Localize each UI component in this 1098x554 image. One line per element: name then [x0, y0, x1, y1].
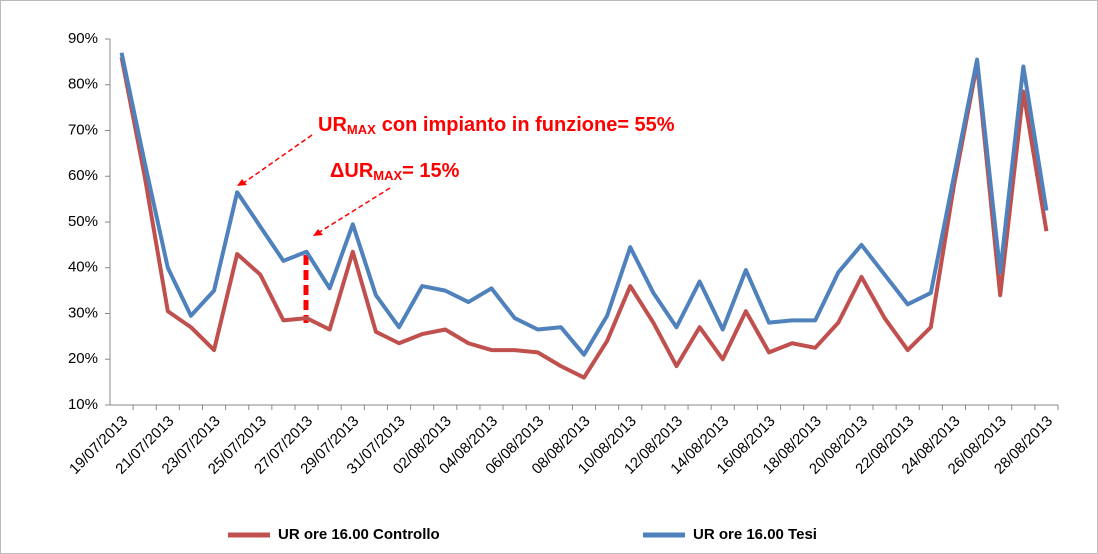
annotation-text: = 15%	[402, 160, 459, 182]
y-tick-label: 30%	[68, 304, 98, 321]
annotation-text: con impianto in funzione= 55%	[382, 114, 675, 136]
y-tick-label: 70%	[68, 121, 98, 138]
legend-label: UR ore 16.00 Controllo	[278, 526, 440, 543]
y-tick-label: 60%	[68, 167, 98, 184]
annotation: ΔURMAX= 15%	[330, 160, 460, 183]
annotation-text: UR	[318, 114, 347, 136]
y-tick-label: 40%	[68, 259, 98, 276]
y-tick-label: 90%	[68, 30, 98, 47]
arrows	[241, 134, 391, 234]
annotation-sub: MAX	[347, 122, 376, 137]
y-tick-label: 50%	[68, 213, 98, 230]
y-tick-label: 20%	[68, 350, 98, 367]
series-line	[119, 52, 1049, 357]
annotation-sub: MAX	[373, 168, 402, 183]
annotation-text: ΔUR	[330, 160, 374, 182]
arrow-heads	[237, 179, 323, 236]
y-tick-label: 10%	[68, 396, 98, 413]
legend-label: UR ore 16.00 Tesi	[693, 526, 817, 543]
annotation: URMAX con impianto in funzione= 55%	[318, 114, 675, 137]
series-line	[119, 56, 1049, 380]
y-tick-label: 80%	[68, 76, 98, 93]
